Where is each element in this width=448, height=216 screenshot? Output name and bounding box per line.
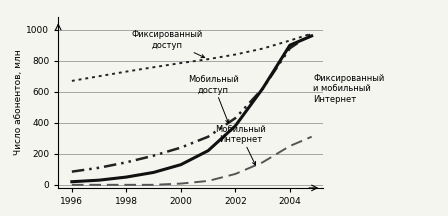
Text: Фиксированный
и мобильный
Интернет: Фиксированный и мобильный Интернет: [313, 74, 384, 103]
Text: Мобильный
Интернет: Мобильный Интернет: [215, 125, 266, 165]
Text: Фиксированный
доступ: Фиксированный доступ: [132, 30, 205, 58]
Text: Мобильный
доступ: Мобильный доступ: [188, 75, 239, 123]
Y-axis label: Число абонентов, млн: Число абонентов, млн: [14, 50, 23, 156]
